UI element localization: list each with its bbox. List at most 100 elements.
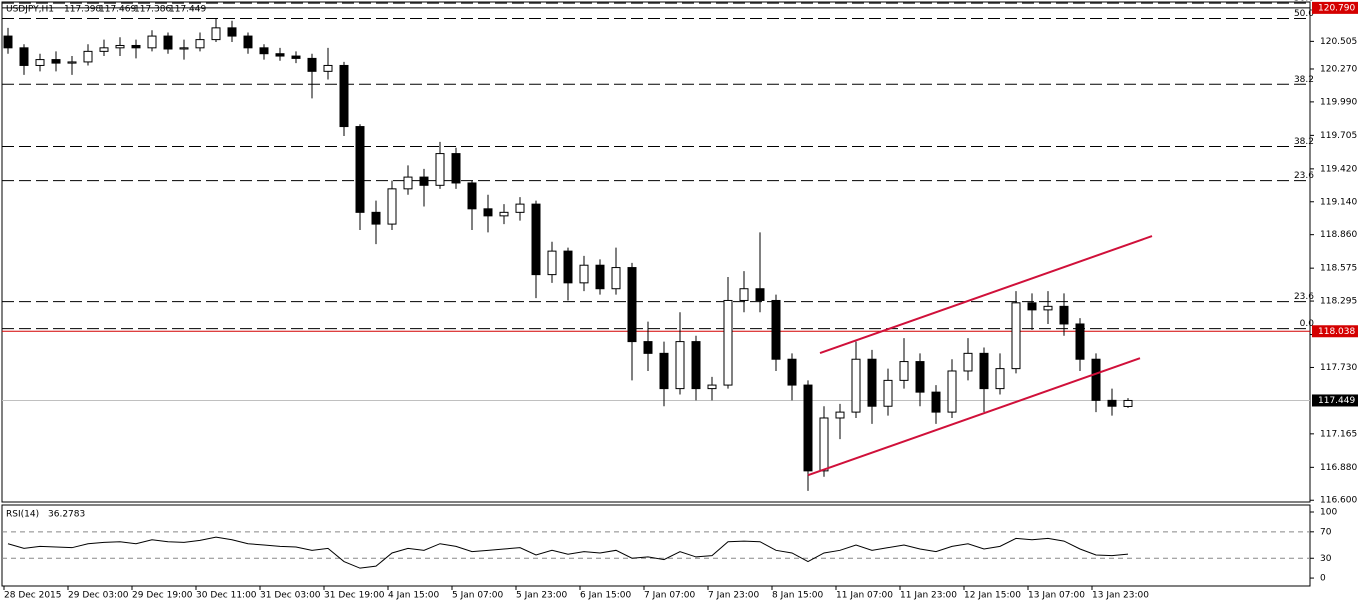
candle-body	[1059, 305, 1069, 325]
fib-level-label: 0.0	[1300, 319, 1315, 329]
candle-body	[723, 299, 733, 386]
price-box-label: 120.790	[1318, 3, 1355, 13]
candle-body	[355, 126, 365, 213]
fib-level-label: 23.6	[1294, 292, 1314, 302]
x-tick-label: 13 Jan 07:00	[1028, 591, 1085, 601]
candle-body	[147, 35, 157, 49]
candle-body	[1043, 305, 1053, 311]
price-box-label: 118.038	[1318, 327, 1355, 337]
price-box-label: 117.449	[1318, 396, 1355, 406]
candle-body	[211, 27, 221, 41]
candle-body	[115, 44, 125, 49]
x-tick-label: 5 Jan 23:00	[516, 591, 568, 601]
price-box	[1312, 1, 1358, 14]
candle-body	[819, 417, 829, 472]
candle-body	[755, 288, 765, 301]
x-tick-label: 31 Dec 03:00	[260, 591, 321, 601]
candle-body	[787, 358, 797, 386]
candle-body	[691, 341, 701, 390]
candle-body	[867, 358, 877, 407]
price-panel	[1, 1, 1311, 503]
candle-body	[259, 47, 269, 55]
candle-body	[611, 267, 621, 290]
price-box	[1312, 394, 1358, 407]
candle-body	[963, 352, 973, 372]
x-tick-label: 6 Jan 15:00	[580, 591, 632, 601]
rsi-line	[7, 536, 1129, 569]
x-tick-label: 29 Dec 19:00	[132, 591, 193, 601]
x-tick-label: 13 Jan 23:00	[1092, 591, 1149, 601]
x-tick-label: 7 Jan 07:00	[644, 591, 696, 601]
candle-body	[515, 203, 525, 213]
y-tick-label: 117.730	[1320, 363, 1357, 373]
y-tick-label: 119.705	[1320, 131, 1357, 141]
header-value: 117.398	[64, 5, 101, 15]
y-tick-label: 117.165	[1320, 429, 1357, 439]
candle-body	[1107, 399, 1117, 407]
candle-body	[51, 59, 61, 64]
header-value: 117.469	[99, 5, 136, 15]
candle-body	[387, 188, 397, 225]
candle-body	[467, 182, 477, 210]
candle-body	[643, 341, 653, 354]
candle-body	[371, 211, 381, 225]
candle-body	[707, 384, 717, 390]
candle-body	[851, 358, 861, 413]
candle-body	[67, 61, 77, 64]
candle-body	[419, 176, 429, 186]
candle-body	[19, 47, 29, 66]
x-tick-label: 29 Dec 03:00	[68, 591, 129, 601]
header-value: 117.386	[134, 5, 171, 15]
x-tick-label: 28 Dec 2015	[4, 591, 62, 601]
candle-body	[83, 50, 93, 63]
candle-body	[1091, 358, 1101, 401]
candle-body	[227, 27, 237, 37]
candle-body	[483, 208, 493, 217]
candle-body	[451, 153, 461, 184]
x-tick-label: 11 Jan 23:00	[900, 591, 957, 601]
candle-body	[899, 361, 909, 381]
candle-body	[931, 391, 941, 413]
candle-body	[275, 53, 285, 57]
candle-body	[627, 267, 637, 343]
candle-body	[835, 411, 845, 419]
y-tick-label: 118.575	[1320, 264, 1357, 274]
candle-body	[131, 44, 141, 49]
candle-body	[531, 203, 541, 276]
candle-body	[179, 47, 189, 50]
x-tick-label: 5 Jan 07:00	[452, 591, 504, 601]
x-tick-label: 4 Jan 15:00	[388, 591, 440, 601]
candle-body	[915, 361, 925, 393]
candle-body	[595, 264, 605, 290]
y-tick-label: 119.420	[1320, 164, 1357, 174]
trendline	[807, 357, 1141, 477]
candle-body	[1011, 302, 1021, 370]
candle-body	[435, 153, 445, 186]
candle-body	[307, 57, 317, 72]
y-tick-label: 119.990	[1320, 97, 1357, 107]
y-tick-label: 0	[1320, 574, 1326, 584]
y-tick-label: 116.600	[1320, 496, 1357, 506]
candle-body	[243, 35, 253, 49]
x-tick-label: 30 Dec 11:00	[196, 591, 257, 601]
price-box	[1312, 325, 1358, 338]
candle-body	[547, 250, 557, 276]
candle-body	[739, 288, 749, 301]
candle-body	[771, 299, 781, 360]
candle-body	[675, 341, 685, 390]
x-tick-label: 8 Jan 15:00	[772, 591, 824, 601]
fib-level-label: 38.2	[1294, 137, 1314, 147]
y-tick-label: 119.140	[1320, 197, 1357, 207]
fib-level-label: 23.6	[1294, 171, 1314, 181]
rsi-value: 36.2783	[48, 510, 85, 520]
header-value: 117.449	[169, 5, 206, 15]
candle-body	[339, 64, 349, 128]
candle-body	[1027, 302, 1037, 311]
candle-body	[883, 379, 893, 407]
x-tick-label: 11 Jan 07:00	[836, 591, 893, 601]
y-tick-label: 120.270	[1320, 64, 1357, 74]
candle-body	[1075, 323, 1085, 360]
y-tick-label: 100	[1320, 508, 1337, 518]
candle-body	[563, 250, 573, 284]
